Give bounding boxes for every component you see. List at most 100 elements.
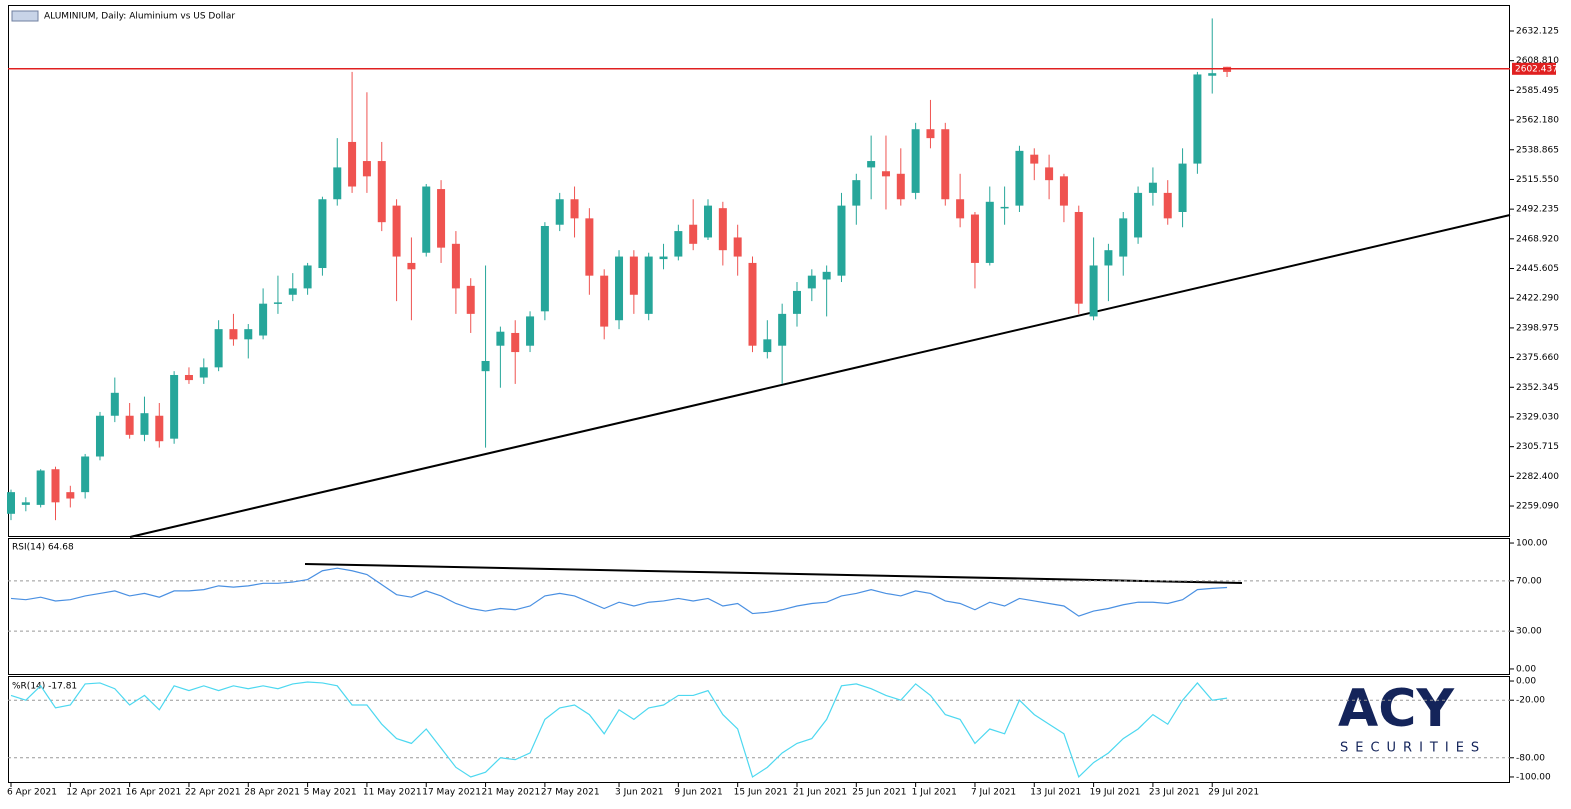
x-tick-label: 9 Jun 2021 xyxy=(674,788,722,798)
candle-body xyxy=(1015,150,1024,206)
candle-body xyxy=(318,199,327,269)
y-tick-label: 2398.975 xyxy=(1516,323,1559,333)
x-tick-label: 23 Jul 2021 xyxy=(1149,788,1200,798)
y-tick-label: 2515.550 xyxy=(1516,175,1559,185)
price-tag-label: 2602.437 xyxy=(1515,64,1558,74)
candle-body xyxy=(244,329,253,340)
x-tick-label: 17 May 2021 xyxy=(422,788,481,798)
y-tick-label: 2608.810 xyxy=(1516,56,1559,66)
candle-body xyxy=(125,415,134,435)
candle-body xyxy=(555,199,564,225)
x-tick-label: 13 Jul 2021 xyxy=(1030,788,1081,798)
candle-body xyxy=(896,173,905,200)
y-tick-label: 0.00 xyxy=(1516,664,1536,674)
y-tick-label: -80.00 xyxy=(1516,753,1545,763)
candle-body xyxy=(659,256,668,260)
candle-body xyxy=(362,161,371,177)
candle-body xyxy=(570,199,579,219)
candle-body xyxy=(422,186,431,253)
candle-body xyxy=(629,256,638,295)
candle-body xyxy=(837,205,846,276)
candle-body xyxy=(155,415,164,442)
candle-body xyxy=(303,265,312,289)
trend-lines xyxy=(129,214,1511,584)
x-tick-label: 19 Jul 2021 xyxy=(1090,788,1141,798)
y-tick-label: -100.00 xyxy=(1516,772,1551,782)
candle-body xyxy=(704,205,713,238)
candle-body xyxy=(1193,74,1202,164)
y-tick-label: 2305.715 xyxy=(1516,442,1559,452)
candle-body xyxy=(822,271,831,280)
candle-body xyxy=(733,237,742,257)
y-tick-label: 70.00 xyxy=(1516,576,1542,586)
y-tick-label: 2282.400 xyxy=(1516,472,1559,482)
y-tick-label: 2375.660 xyxy=(1516,353,1559,363)
y-tick-label: -20.00 xyxy=(1516,696,1545,706)
candle-body xyxy=(1119,218,1128,257)
y-tick-label: 2585.495 xyxy=(1516,86,1559,96)
candle-body xyxy=(867,161,876,168)
candle-body xyxy=(585,218,594,276)
y-tick-label: 2562.180 xyxy=(1516,116,1559,126)
x-tick-label: 25 Jun 2021 xyxy=(852,788,906,798)
x-tick-label: 15 Jun 2021 xyxy=(734,788,788,798)
y-tick-label: 30.00 xyxy=(1516,627,1542,637)
indicator-line xyxy=(10,567,1228,617)
candle-body xyxy=(778,313,787,346)
y-tick-label: 2259.090 xyxy=(1516,502,1559,512)
candle-body xyxy=(807,275,816,289)
candle-body xyxy=(792,290,801,314)
candle-body xyxy=(451,243,460,289)
candle-body xyxy=(600,275,609,327)
candle-body xyxy=(615,256,624,321)
indicator-line xyxy=(10,681,1228,779)
x-tick-label: 16 Apr 2021 xyxy=(126,788,182,798)
candle-body xyxy=(481,360,490,372)
y-tick-label: 0.00 xyxy=(1516,677,1536,687)
candle-body xyxy=(644,256,653,314)
candle-body xyxy=(911,129,920,193)
chart-title: ALUMINIUM, Daily: Aluminium vs US Dollar xyxy=(44,12,235,22)
candle-body xyxy=(985,201,994,263)
candle-body xyxy=(748,262,757,346)
y-tick-label: 2352.345 xyxy=(1516,383,1559,393)
candle-body xyxy=(377,161,386,223)
logo-tagline: SECURITIES xyxy=(1340,741,1486,756)
candle-body xyxy=(852,180,861,206)
candle-body xyxy=(214,329,223,368)
candle-body xyxy=(1163,192,1172,219)
candle-body xyxy=(199,367,208,378)
y-tick-label: 2468.920 xyxy=(1516,234,1559,244)
y-tick-label: 2492.235 xyxy=(1516,205,1559,215)
price-tag xyxy=(1512,62,1556,75)
logo-name: ACY xyxy=(1338,679,1455,739)
candle-body xyxy=(273,302,282,304)
candle-body xyxy=(1000,206,1009,209)
candle-body xyxy=(526,316,535,346)
candle-body xyxy=(689,224,698,244)
candle-body xyxy=(95,415,104,457)
x-tick-label: 11 May 2021 xyxy=(363,788,422,798)
candle-body xyxy=(970,214,979,263)
candle-body xyxy=(229,329,238,340)
x-tick-label: 22 Apr 2021 xyxy=(185,788,241,798)
candle-body xyxy=(184,374,193,381)
candle-body xyxy=(1178,163,1187,212)
candle-body xyxy=(392,205,401,257)
x-tick-label: 27 May 2021 xyxy=(541,788,600,798)
candle-body xyxy=(21,502,30,505)
y-tick-label: 2422.290 xyxy=(1516,294,1559,304)
wpr-title: %R(14) -17.81 xyxy=(12,682,77,692)
candle-body xyxy=(1045,167,1054,181)
candle-body xyxy=(348,141,357,187)
main-panel xyxy=(8,5,1510,537)
candle-body xyxy=(51,469,60,503)
candle-body xyxy=(1030,154,1039,164)
y-tick-label: 2329.030 xyxy=(1516,412,1559,422)
candle-body xyxy=(1104,250,1113,266)
candle-body xyxy=(511,332,520,353)
candle-body xyxy=(437,189,446,248)
candle-body xyxy=(1134,192,1143,238)
x-tick-label: 1 Jul 2021 xyxy=(912,788,957,798)
